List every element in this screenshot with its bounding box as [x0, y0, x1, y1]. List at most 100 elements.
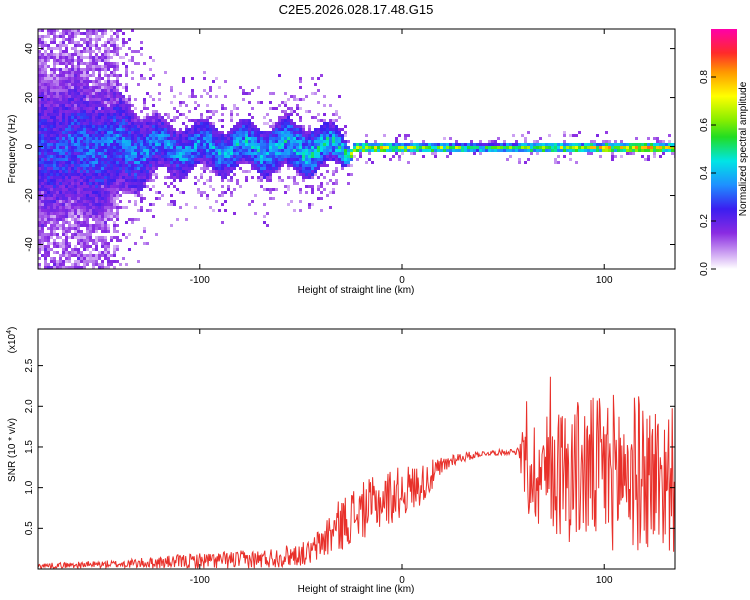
spectrogram-cell — [80, 98, 83, 101]
spectrogram-cell — [371, 146, 374, 149]
spectrogram-cell — [80, 200, 83, 203]
spectrogram-cell — [77, 89, 80, 92]
spectrogram-cell — [68, 137, 71, 140]
spectrogram-cell — [104, 230, 107, 233]
spectrogram-cell — [83, 71, 86, 74]
spectrogram-cell — [95, 47, 98, 50]
spectrogram-cell — [578, 146, 581, 149]
spectrogram-cell — [59, 113, 62, 116]
spectrogram-cell — [77, 221, 80, 224]
spectrogram-cell — [65, 38, 68, 41]
spectrogram-cell — [38, 80, 41, 83]
spectrogram-cell — [92, 68, 95, 71]
spectrogram-cell — [71, 59, 74, 62]
spectrogram-cell — [176, 131, 179, 134]
spectrogram-cell — [158, 143, 161, 146]
spectrogram-cell — [113, 134, 116, 137]
spectrogram-cell — [116, 170, 119, 173]
spectrogram-cell — [584, 143, 587, 146]
spectrogram-cell — [158, 83, 161, 86]
spectrogram-cell — [44, 134, 47, 137]
spectrogram-cell — [119, 56, 122, 59]
spectrogram-cell — [482, 146, 485, 149]
spectrogram-cell — [116, 224, 119, 227]
spectrogram-cell — [107, 152, 110, 155]
spectrogram-cell — [122, 191, 125, 194]
spectrogram-cell — [152, 125, 155, 128]
spectrogram-cell — [239, 161, 242, 164]
spectrogram-cell — [92, 155, 95, 158]
spectrogram-cell — [275, 122, 278, 125]
spectrogram-cell — [218, 194, 221, 197]
spectrogram-cell — [206, 131, 209, 134]
spectrogram-cell — [53, 155, 56, 158]
spectrogram-cell — [50, 236, 53, 239]
spectrogram-cell — [161, 125, 164, 128]
spectrogram-cell — [344, 155, 347, 158]
spectrogram-cell — [71, 137, 74, 140]
spectrogram-cell — [311, 188, 314, 191]
spectrogram-cell — [89, 164, 92, 167]
spectrogram-cell — [50, 107, 53, 110]
spectrogram-cell — [233, 161, 236, 164]
spectrogram-cell — [122, 182, 125, 185]
spectrogram-cell — [257, 152, 260, 155]
spectrogram-cell — [266, 146, 269, 149]
spectrogram-cell — [41, 215, 44, 218]
spectrogram-cell — [254, 140, 257, 143]
spectrogram-cell — [80, 44, 83, 47]
spectrogram-cell — [194, 134, 197, 137]
spectrogram-cell — [86, 128, 89, 131]
spectrogram-cell — [644, 143, 647, 146]
spectrogram-cell — [191, 140, 194, 143]
spectrogram-cell — [176, 140, 179, 143]
spectrogram-cell — [83, 257, 86, 260]
spectrogram-cell — [50, 266, 53, 269]
spectrogram-cell — [110, 104, 113, 107]
spectrogram-cell — [179, 152, 182, 155]
spectrogram-cell — [62, 221, 65, 224]
spectrogram-cell — [62, 92, 65, 95]
spectrogram-cell — [62, 143, 65, 146]
spectrogram-cell — [152, 161, 155, 164]
spectrogram-cell — [176, 176, 179, 179]
spectrogram-cell — [77, 62, 80, 65]
spectrogram-cell — [104, 128, 107, 131]
spectrogram-cell — [116, 179, 119, 182]
spectrogram-cell — [80, 155, 83, 158]
spectrogram-cell — [167, 149, 170, 152]
spectrogram-cell — [284, 110, 287, 113]
spectrogram-cell — [218, 146, 221, 149]
spectrogram-cell — [104, 92, 107, 95]
spectrogram-cell — [344, 158, 347, 161]
spectrogram-cell — [344, 161, 347, 164]
spectrogram-cell — [623, 143, 626, 146]
spectrogram-cell — [107, 128, 110, 131]
spectrogram-cell — [116, 206, 119, 209]
spectrogram-cell — [113, 260, 116, 263]
spectrogram-cell — [71, 134, 74, 137]
spectrogram-cell — [347, 161, 350, 164]
spectrogram-cell — [47, 140, 50, 143]
spectrogram-cell — [116, 92, 119, 95]
spectrogram-cell — [122, 158, 125, 161]
spectrogram-cell — [71, 116, 74, 119]
spectrogram-cell — [59, 98, 62, 101]
spectrogram-cell — [140, 176, 143, 179]
spectrogram-cell — [323, 164, 326, 167]
spectrogram-cell — [293, 131, 296, 134]
spectrogram-cell — [95, 116, 98, 119]
spectrogram-cell — [371, 149, 374, 152]
spectrogram-cell — [227, 140, 230, 143]
spectrogram-cell — [287, 203, 290, 206]
spectrogram-cell — [320, 191, 323, 194]
spectrogram-cell — [95, 65, 98, 68]
spectrogram-cell — [71, 170, 74, 173]
spectrogram-cell — [179, 92, 182, 95]
spectrogram-cell — [299, 107, 302, 110]
spectrogram-cell — [59, 257, 62, 260]
spectrogram-cell — [44, 215, 47, 218]
spectrogram-cell — [116, 158, 119, 161]
spectrogram-cell — [137, 137, 140, 140]
spectrogram-cell — [128, 161, 131, 164]
